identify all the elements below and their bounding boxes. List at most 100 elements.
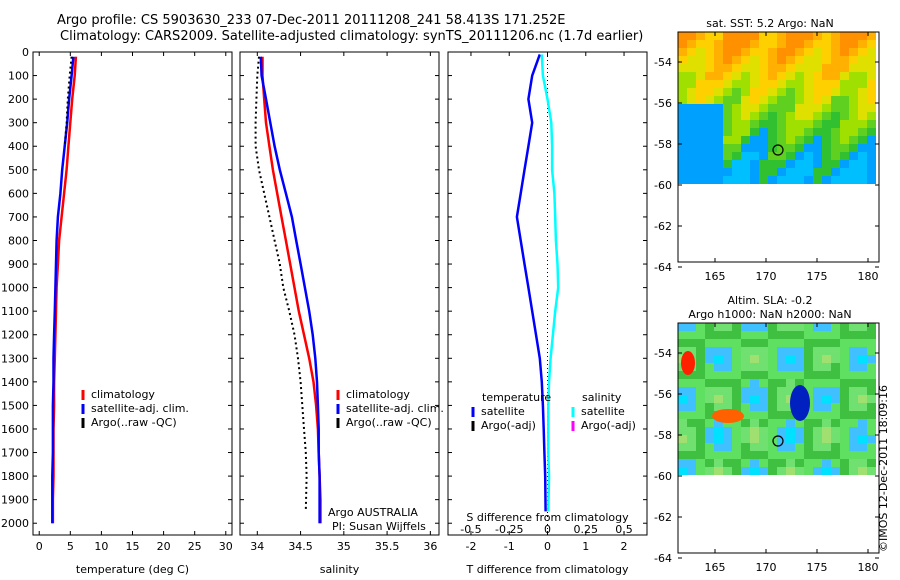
map-cell	[813, 72, 822, 80]
map-cell	[804, 96, 813, 104]
map-cell	[849, 443, 858, 451]
map-cell	[777, 120, 786, 128]
map-cell	[786, 56, 795, 64]
map-cell	[858, 128, 867, 136]
map-cell	[858, 152, 867, 160]
map-cell	[795, 88, 804, 96]
map-cell	[750, 112, 759, 120]
map-cell	[840, 363, 849, 371]
map-cell	[840, 331, 849, 339]
map-cell	[804, 152, 813, 160]
map-cell	[831, 64, 840, 72]
map-cell	[759, 331, 768, 339]
map-cell	[777, 56, 786, 64]
map-cell	[804, 112, 813, 120]
map-cell	[831, 32, 840, 40]
map-cell	[768, 160, 777, 168]
map-cell	[732, 112, 741, 120]
map-cell	[831, 152, 840, 160]
map-cell	[741, 128, 750, 136]
map-cell	[705, 48, 714, 56]
map-cell	[867, 176, 876, 184]
map-cell	[804, 144, 813, 152]
lon-tick-label: 165	[705, 561, 726, 574]
map-cell	[822, 347, 831, 355]
map-cell	[732, 363, 741, 371]
lat-tick-label: -64	[654, 261, 672, 274]
map-cell	[768, 144, 777, 152]
map-cell	[804, 387, 813, 395]
map-cell	[723, 435, 732, 443]
map-cell	[750, 419, 759, 427]
map-cell	[786, 467, 795, 475]
map-cell	[750, 168, 759, 176]
map-cell	[822, 387, 831, 395]
map-cell	[696, 443, 705, 451]
lon-tick-label: 170	[756, 561, 777, 574]
map-cell	[714, 120, 723, 128]
map-cell	[750, 96, 759, 104]
map-cell	[867, 403, 876, 411]
map-cell	[840, 40, 849, 48]
map-cell	[813, 64, 822, 72]
map-cell	[741, 136, 750, 144]
map-cell	[813, 136, 822, 144]
map-cell	[786, 331, 795, 339]
map-cell	[840, 323, 849, 331]
map-cell	[795, 379, 804, 387]
legend-label: climatology	[346, 388, 410, 401]
map-cell	[714, 112, 723, 120]
map-cell	[732, 96, 741, 104]
map-cell	[714, 144, 723, 152]
map-cell	[822, 331, 831, 339]
map-cell	[867, 160, 876, 168]
map-cell	[831, 339, 840, 347]
map-cell	[867, 136, 876, 144]
map-cell	[795, 56, 804, 64]
map-cell	[795, 451, 804, 459]
map-cell	[831, 144, 840, 152]
map-cell	[813, 160, 822, 168]
map-cell	[687, 56, 696, 64]
depth-tick-label: 0	[22, 46, 29, 59]
map-cell	[786, 451, 795, 459]
map-cell	[705, 427, 714, 435]
map-cell	[795, 32, 804, 40]
map-cell	[723, 355, 732, 363]
map-cell	[804, 427, 813, 435]
map-cell	[795, 339, 804, 347]
map-cell	[750, 56, 759, 64]
lat-tick-label: -58	[654, 429, 672, 442]
map-cell	[858, 459, 867, 467]
map-cell	[867, 152, 876, 160]
map-cell	[723, 32, 732, 40]
map-cell	[831, 403, 840, 411]
map-cell	[741, 403, 750, 411]
map-cell	[813, 112, 822, 120]
map-cell	[849, 355, 858, 363]
map-cell	[840, 451, 849, 459]
map-cell	[795, 371, 804, 379]
map-cell	[822, 451, 831, 459]
map-cell	[777, 72, 786, 80]
map-cell	[714, 323, 723, 331]
map-cell	[831, 451, 840, 459]
map-cell	[867, 323, 876, 331]
map-cell	[723, 168, 732, 176]
map-cell	[831, 467, 840, 475]
map-cell	[867, 128, 876, 136]
map-cell	[768, 363, 777, 371]
map-cell	[768, 379, 777, 387]
map-cell	[786, 419, 795, 427]
map-cell	[822, 88, 831, 96]
map-cell	[705, 451, 714, 459]
map-cell	[822, 323, 831, 331]
map-cell	[687, 339, 696, 347]
map-cell	[741, 72, 750, 80]
map-cell	[795, 104, 804, 112]
map-cell	[714, 347, 723, 355]
map-cell	[813, 80, 822, 88]
map-cell	[786, 387, 795, 395]
map-cell	[696, 395, 705, 403]
map-cell	[741, 395, 750, 403]
